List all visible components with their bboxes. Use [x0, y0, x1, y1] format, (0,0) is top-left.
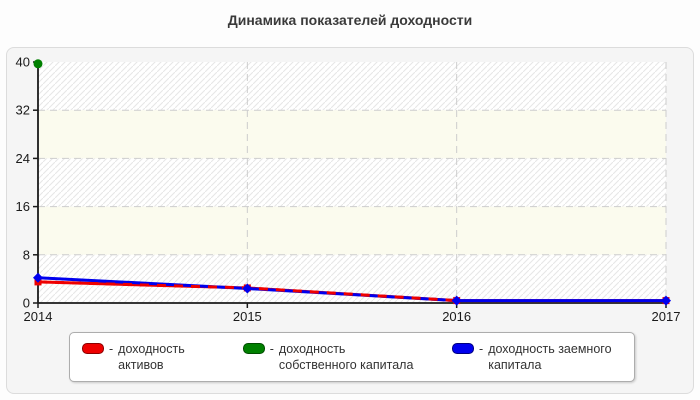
y-tick-label: 16 [16, 199, 30, 214]
series-marker-borrowed [33, 272, 43, 283]
chart-title: Динамика показателей доходности [227, 12, 473, 28]
plot-band [38, 110, 666, 159]
x-tick-label: 2014 [24, 309, 53, 324]
y-tick-label: 8 [23, 247, 30, 262]
series-marker-borrowed [451, 295, 462, 306]
series-marker-borrowed [242, 283, 253, 294]
legend-dash: - [109, 342, 114, 356]
plot-band [38, 62, 666, 111]
legend-label-equity: доходность собственного капитала [278, 342, 414, 372]
x-tick-label: 2016 [442, 309, 471, 324]
legend-label-borrowed: доходность заемного капитала [488, 342, 612, 372]
series-marker-borrowed [661, 295, 671, 306]
x-tick-label: 2015 [233, 309, 262, 324]
series-marker-equity [33, 59, 43, 69]
legend-swatch-red [82, 343, 104, 354]
y-tick-label: 0 [23, 296, 30, 311]
plot-band [38, 158, 666, 207]
legend-dash: - [269, 342, 274, 356]
x-tick-label: 2017 [652, 309, 681, 324]
chart-panel: 0 8 16 24 32 40 2014 2015 2016 2017 - доходность … [6, 47, 694, 394]
plot-band [38, 206, 666, 255]
legend-item-equity: - доходность собственного капитала [242, 342, 426, 373]
legend-swatch-green [242, 343, 265, 354]
y-tick-label: 40 [16, 55, 30, 70]
legend-dash: - [479, 342, 484, 356]
legend-label-assets: доходность активов [118, 342, 185, 372]
legend-item-borrowed: - доходность заемного капитала [452, 342, 622, 373]
y-tick-label: 32 [16, 103, 30, 118]
y-tick-label: 24 [16, 151, 30, 166]
legend-swatch-blue [452, 343, 475, 354]
legend: - доходность активов - доходность собств… [69, 332, 635, 382]
chart-svg: 0 8 16 24 32 40 2014 2015 2016 2017 [16, 55, 681, 325]
legend-item-assets: - доходность активов [82, 342, 217, 373]
